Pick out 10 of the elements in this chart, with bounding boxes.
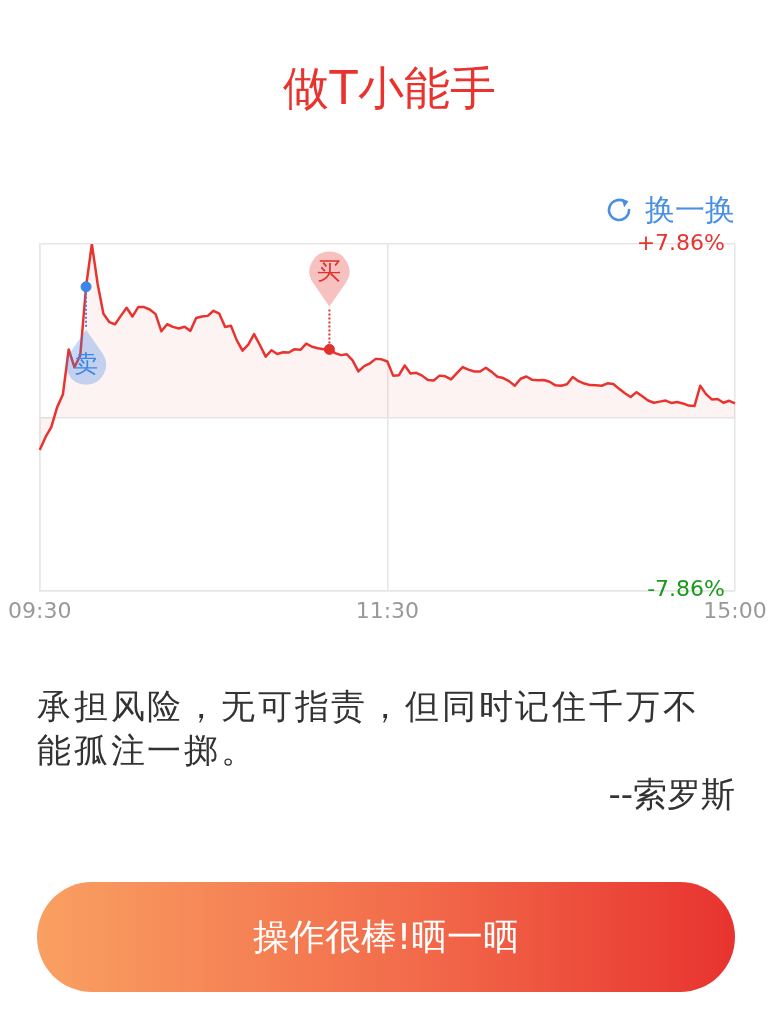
- share-button: 操作很棒!晒一晒: [37, 882, 735, 992]
- x-tick-label: 11:30: [355, 597, 420, 623]
- y-tick-label: +7.86%: [636, 229, 725, 255]
- text: 承担风险，无可指责，但同时记住千万不能孤注一掷。: [37, 685, 701, 772]
- chart-title: 做T小能手: [282, 60, 497, 117]
- text: 买: [317, 256, 342, 285]
- x-tick-label: 09:30: [8, 597, 72, 623]
- text: 换一换: [645, 190, 735, 229]
- text: --索罗斯: [608, 773, 735, 816]
- legend-label: 卖: [74, 350, 99, 379]
